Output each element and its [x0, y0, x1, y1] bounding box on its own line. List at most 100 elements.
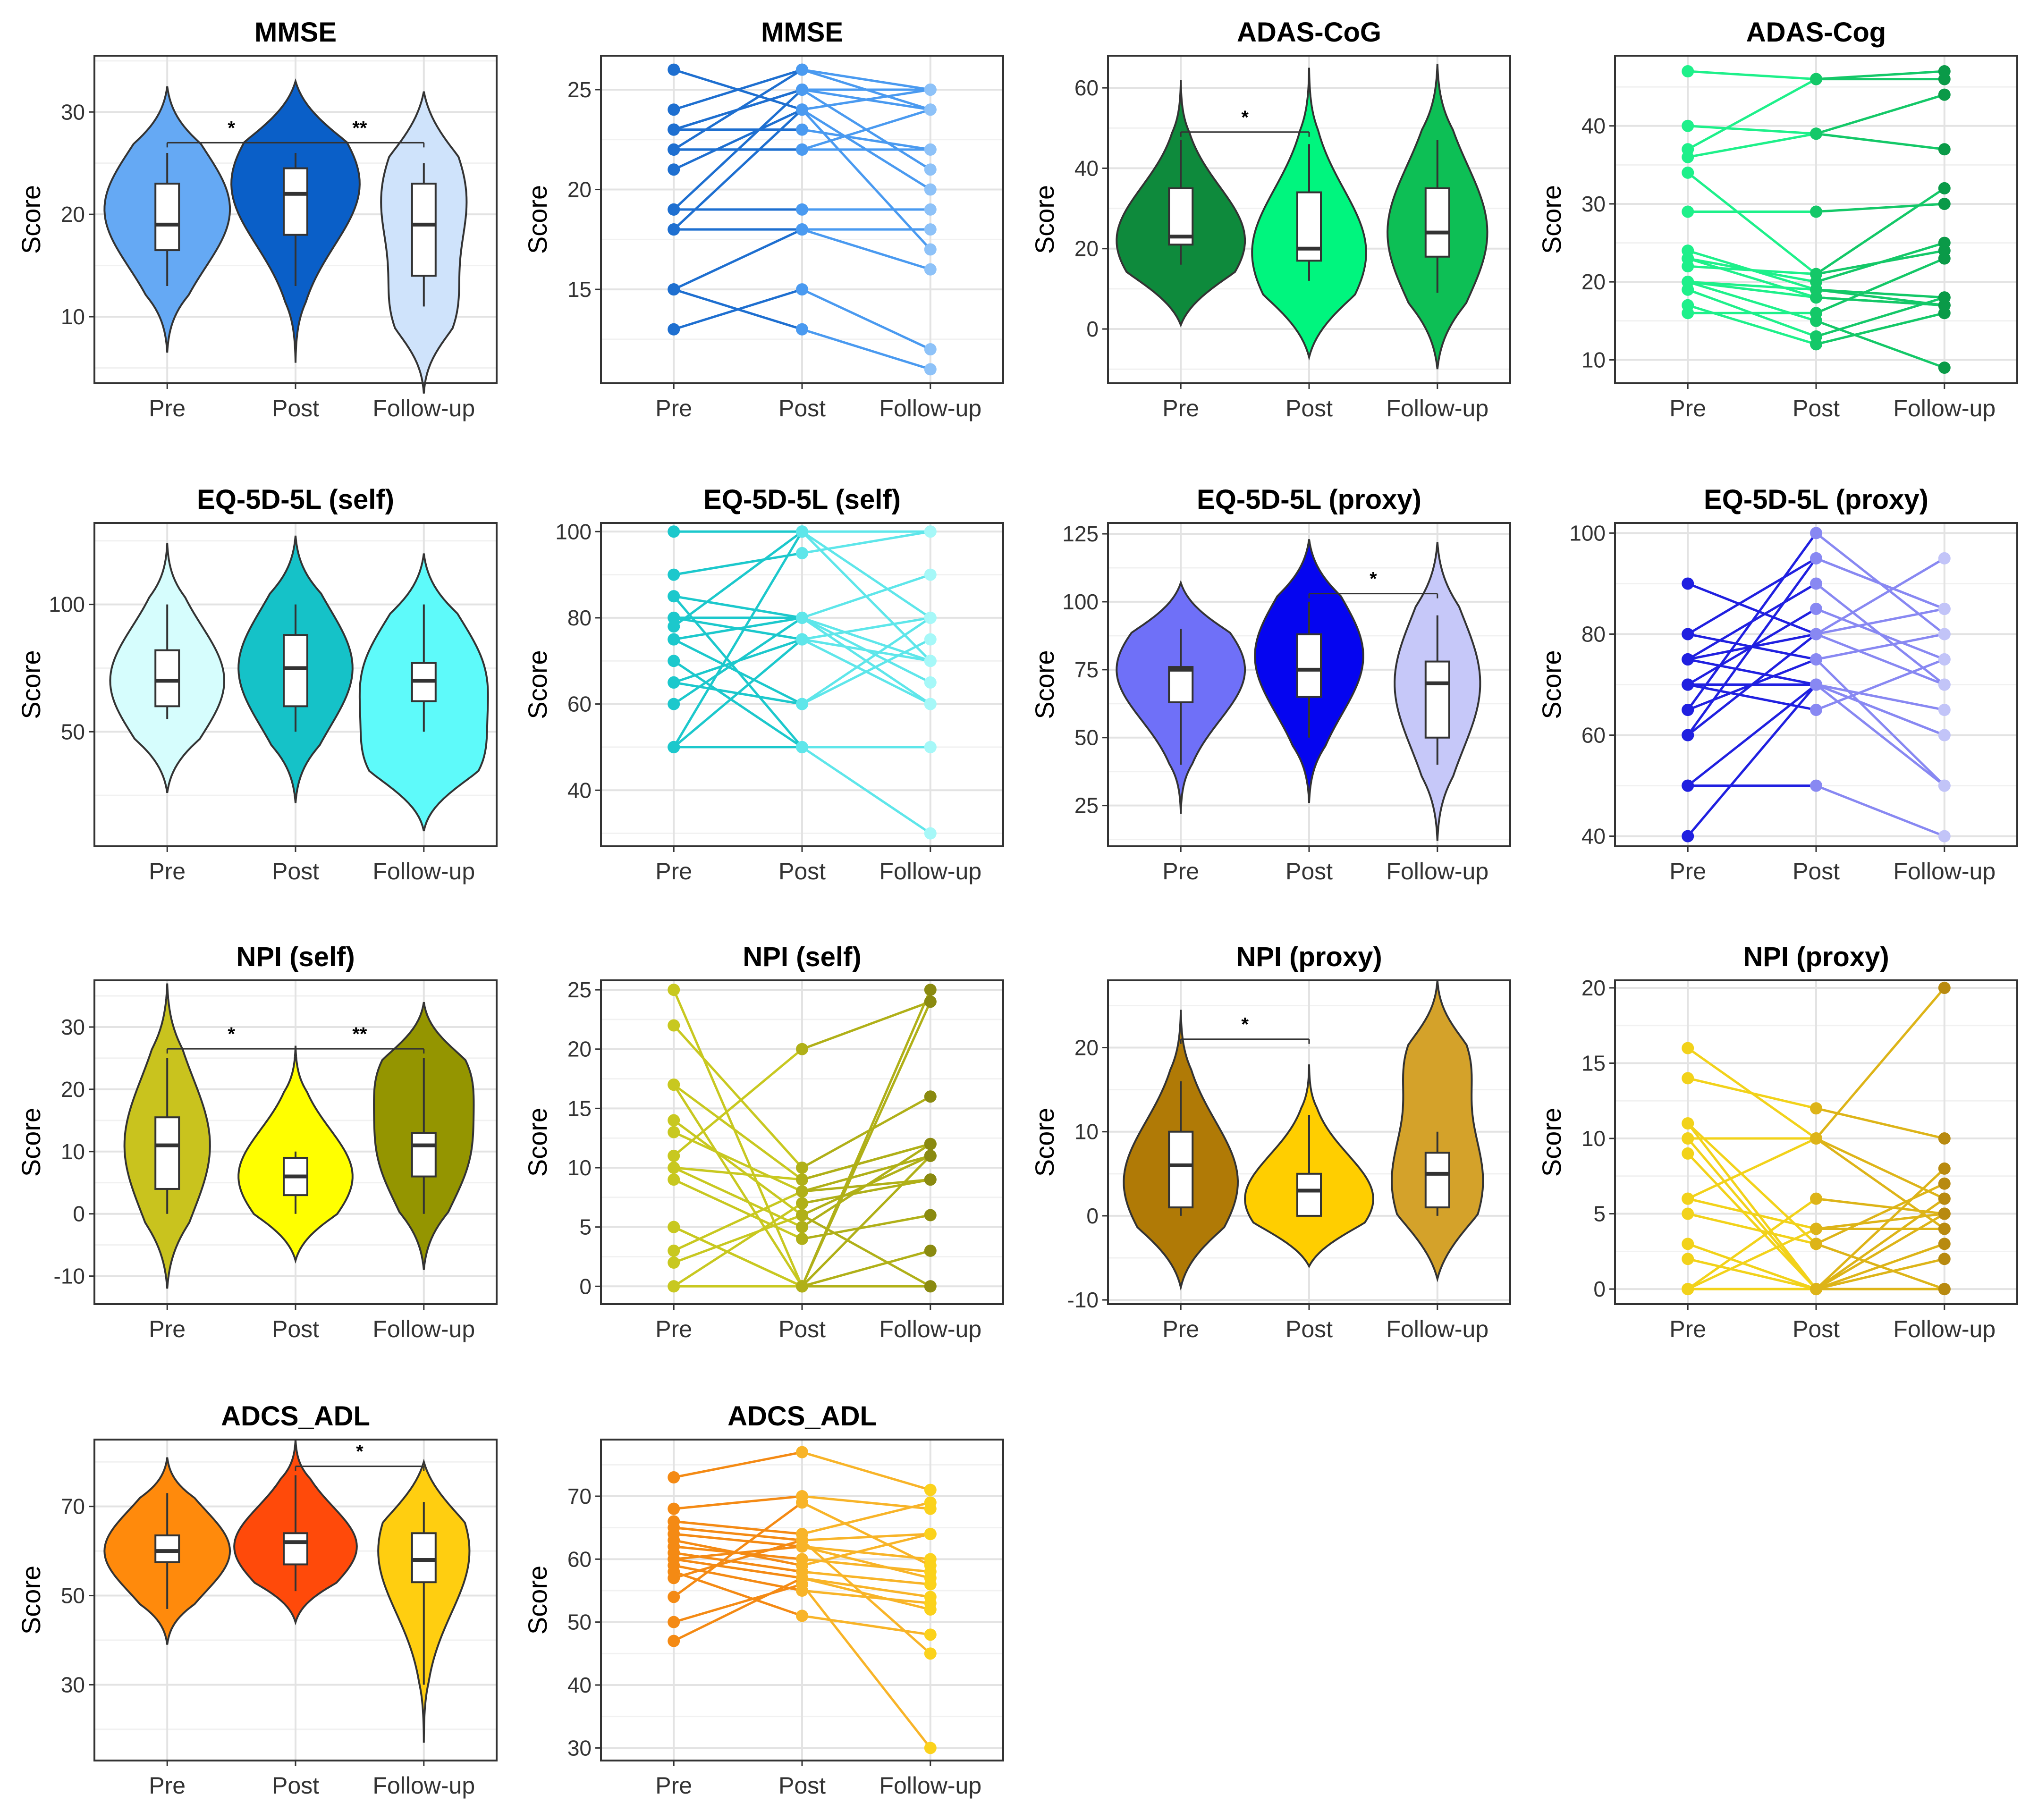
- data-point: [1938, 981, 1951, 994]
- data-point: [668, 1280, 680, 1293]
- series-segment: [1687, 1077, 1817, 1110]
- data-point: [668, 1149, 680, 1162]
- panel-frame: [93, 522, 498, 847]
- data-point: [924, 1603, 937, 1616]
- data-point: [796, 525, 808, 538]
- data-point: [1938, 73, 1951, 85]
- chart-title: NPI (proxy): [1743, 942, 1889, 972]
- data-point: [1938, 197, 1951, 210]
- data-point: [668, 1221, 680, 1233]
- y-tick-label: 10: [1074, 1120, 1099, 1144]
- data-point: [1810, 1283, 1822, 1296]
- data-point: [796, 1043, 808, 1055]
- y-tick-label: 15: [1581, 1051, 1606, 1075]
- panel-frame: [600, 55, 1004, 384]
- panel-npi-proxy-violin: NPI (proxy) Score -10 0 10 20 Pre Post Follow-up…: [1030, 942, 1511, 1342]
- data-point: [924, 1244, 937, 1257]
- box-iqr: [1168, 666, 1194, 703]
- data-point: [1682, 276, 1694, 288]
- data-point: [668, 1591, 680, 1603]
- data-point: [1810, 628, 1822, 640]
- subject-series-12: [668, 283, 937, 376]
- data-point: [796, 1609, 808, 1622]
- x-tick-label: Post: [1793, 858, 1840, 885]
- series-segment: [1687, 582, 1817, 635]
- series-segment: [802, 328, 931, 371]
- series-segment: [801, 746, 931, 834]
- data-point: [1810, 1102, 1822, 1115]
- data-point: [1682, 653, 1694, 666]
- series-segment: [673, 1178, 803, 1240]
- y-tick-label: 40: [567, 778, 592, 802]
- box-iqr: [1424, 1152, 1450, 1209]
- box-iqr: [283, 634, 308, 708]
- data-point: [1938, 1192, 1951, 1205]
- box-iqr: [1296, 1172, 1322, 1217]
- panel-adcs-violin: ADCS_ADL Score 30 50 70 Pre Post Follow-up *: [16, 1401, 498, 1799]
- data-point: [1682, 151, 1694, 163]
- data-point: [924, 223, 937, 236]
- data-point: [1810, 552, 1822, 565]
- series-segment: [1816, 249, 1945, 276]
- box-iqr: [154, 1116, 180, 1190]
- series-segment: [802, 1501, 931, 1535]
- series-segment: [1816, 683, 1945, 711]
- data-point: [924, 1528, 937, 1540]
- subject-series-15: [668, 1138, 937, 1186]
- y-tick-label: 20: [567, 1037, 592, 1062]
- panel-eq-proxy-lines: EQ-5D-5L (proxy) Score 40 60 80 100 Pre Post Fol…: [1537, 484, 2018, 885]
- data-point: [1938, 1177, 1951, 1190]
- series-segment: [673, 1024, 803, 1169]
- data-point: [668, 1502, 680, 1515]
- series-segment: [801, 88, 931, 171]
- data-point: [924, 363, 937, 376]
- series-segment: [802, 1576, 931, 1611]
- data-point: [796, 1572, 808, 1584]
- y-tick-label: 0: [1593, 1277, 1606, 1301]
- series-segment: [1816, 93, 1945, 135]
- data-point: [1682, 252, 1694, 265]
- y-tick-label: 15: [567, 1096, 592, 1121]
- series-segment: [802, 530, 931, 555]
- series-segment: [673, 109, 803, 230]
- series-segment: [1687, 557, 1817, 635]
- series-segment: [1687, 78, 1817, 151]
- data-point: [1682, 779, 1694, 792]
- subject-series-1: [1682, 1072, 1951, 1145]
- series-segment: [801, 288, 931, 351]
- box-iqr: [411, 1132, 437, 1178]
- series-segment: [1688, 280, 1817, 291]
- series-segment: [802, 1214, 931, 1240]
- y-axis-label: Score: [1030, 1108, 1059, 1177]
- series-segment: [1815, 1213, 1945, 1290]
- box-iqr: [411, 183, 437, 277]
- series-segment: [673, 1564, 803, 1592]
- panel-frame: [1614, 55, 2018, 384]
- series-segment: [1815, 1197, 1945, 1290]
- series-segment: [1687, 1138, 1817, 1290]
- data-point: [1810, 1238, 1822, 1250]
- y-axis-label: Score: [523, 185, 552, 254]
- data-point: [668, 143, 680, 156]
- x-tick-label: Post: [1285, 858, 1333, 885]
- subject-series-12: [668, 633, 937, 710]
- x-tick-label: Follow-up: [879, 1772, 981, 1799]
- data-point: [668, 323, 680, 336]
- data-point: [1810, 283, 1822, 296]
- data-point: [796, 547, 808, 559]
- series-segment: [802, 1249, 931, 1288]
- data-point: [796, 1280, 808, 1293]
- series-segment: [1687, 1137, 1817, 1200]
- y-tick-label: 100: [49, 592, 85, 617]
- x-tick-label: Post: [1793, 1316, 1840, 1342]
- y-axis-label: Score: [523, 650, 552, 719]
- y-tick-label: 30: [1581, 192, 1606, 216]
- y-tick-label: -10: [1067, 1288, 1099, 1312]
- series-segment: [1816, 296, 1945, 307]
- data-point: [1938, 252, 1951, 265]
- series-segment: [802, 1000, 931, 1051]
- x-tick-label: Pre: [1669, 858, 1706, 885]
- data-point: [924, 1496, 937, 1509]
